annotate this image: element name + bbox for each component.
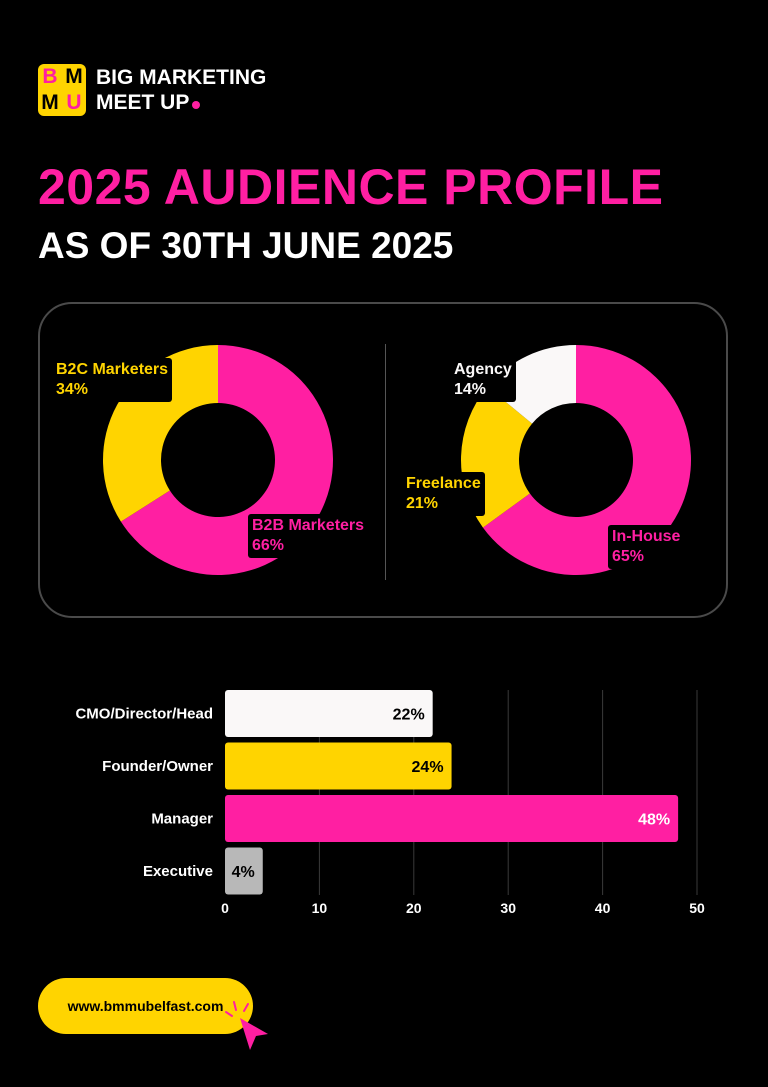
bar-3 bbox=[225, 847, 263, 895]
brand-logo: B M M U BIG MARKETING MEET UP bbox=[38, 64, 266, 116]
bar-1 bbox=[225, 742, 452, 790]
brand-name-line2: MEET UP bbox=[96, 91, 190, 114]
bar-value-label: 48% bbox=[638, 812, 670, 829]
donut2-label-inhouse: In-House 65% bbox=[608, 525, 685, 569]
inhouse-name: In-House bbox=[612, 528, 681, 545]
dot-icon bbox=[192, 101, 201, 109]
b2b-value: 66% bbox=[252, 537, 285, 554]
brand-name: BIG MARKETING MEET UP bbox=[96, 65, 266, 115]
bar-value-label: 24% bbox=[412, 759, 444, 776]
x-tick-label: 0 bbox=[221, 900, 229, 916]
category-label: CMO/Director/Head bbox=[75, 706, 213, 723]
agency-value: 14% bbox=[454, 381, 487, 398]
b2b-name: B2B Marketers bbox=[252, 517, 365, 534]
x-tick-label: 10 bbox=[312, 900, 328, 916]
website-link[interactable]: www.bmmubelfast.com bbox=[38, 978, 253, 1034]
category-label: Executive bbox=[143, 863, 213, 880]
brand-name-line1: BIG MARKETING bbox=[96, 66, 267, 89]
bar-value-label: 4% bbox=[232, 864, 255, 881]
bar-0 bbox=[225, 690, 433, 737]
freelance-name: Freelance bbox=[406, 475, 481, 492]
brand-name-line2-row: MEET UP bbox=[96, 90, 266, 115]
donut2-label-freelance: Freelance 21% bbox=[402, 472, 485, 516]
bar-value-label: 22% bbox=[393, 707, 425, 724]
x-tick-label: 40 bbox=[595, 900, 611, 916]
logo-mark: B M M U bbox=[38, 64, 86, 116]
panel-divider bbox=[385, 344, 386, 580]
donut1-label-b2b: B2B Marketers 66% bbox=[248, 514, 369, 558]
bar-2 bbox=[225, 795, 679, 842]
agency-name: Agency bbox=[454, 361, 512, 378]
logo-letter: B bbox=[42, 65, 58, 88]
page-subtitle: AS OF 30TH JUNE 2025 bbox=[38, 225, 454, 266]
donut-panel bbox=[38, 302, 728, 618]
x-tick-label: 30 bbox=[500, 900, 516, 916]
cursor-icon bbox=[225, 1001, 268, 1050]
donut1-label-b2c: B2C Marketers 34% bbox=[52, 358, 173, 402]
inhouse-value: 65% bbox=[612, 548, 645, 565]
category-label: Manager bbox=[151, 811, 213, 828]
donut2-slice-0 bbox=[482, 345, 692, 575]
b2c-name: B2C Marketers bbox=[56, 361, 169, 378]
donut2-slice-2 bbox=[487, 345, 576, 424]
b2c-value: 34% bbox=[56, 381, 89, 398]
freelance-value: 21% bbox=[406, 495, 439, 512]
x-tick-label: 50 bbox=[689, 900, 705, 916]
page-title: 2025 AUDIENCE PROFILE bbox=[38, 159, 664, 215]
donut2-label-agency: Agency 14% bbox=[450, 358, 516, 402]
x-tick-label: 20 bbox=[406, 900, 422, 916]
website-url[interactable]: www.bmmubelfast.com bbox=[67, 998, 224, 1014]
logo-letter: U bbox=[66, 91, 82, 114]
logo-letter: M bbox=[41, 91, 59, 114]
logo-letter: M bbox=[65, 65, 83, 88]
category-label: Founder/Owner bbox=[102, 758, 213, 775]
role-bar-chart: 0 10 20 30 40 50 CMO/Director/Head 22% Founder/O… bbox=[75, 690, 705, 916]
